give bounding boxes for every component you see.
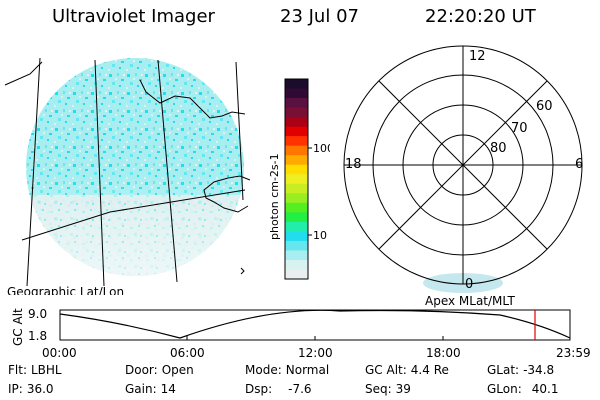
observation-date: 23 Jul 07: [280, 6, 359, 27]
colorbar-band: [285, 193, 308, 204]
colorbar-band: [285, 126, 308, 137]
time-tick-1800: 18:00: [426, 346, 461, 360]
door-status: Door: Open: [125, 363, 194, 377]
colorbar-unit-label: photon cm-2s-1: [268, 153, 281, 240]
mlt-12-label: 12: [469, 49, 486, 64]
mlt-6-label: 6: [575, 157, 583, 172]
colorbar-band: [285, 174, 308, 185]
time-tick-0000: 00:00: [42, 346, 77, 360]
time-tick-2359: 23:59: [556, 346, 591, 360]
mlat-80-label: 80: [490, 141, 507, 156]
colorbar-band: [285, 202, 308, 213]
colorbar-band: [285, 221, 308, 232]
mlat-60-label: 60: [536, 99, 553, 114]
geographic-label: Geographic Lat/Lon: [7, 285, 124, 295]
glat-status: GLat: -34.8: [487, 363, 555, 377]
colorbar-band: [285, 183, 308, 194]
time-tick-0600: 06:00: [170, 346, 205, 360]
time-tick-1200: 12:00: [298, 346, 333, 360]
seq-status: Seq: 39: [365, 382, 411, 396]
colorbar-tick-100: 100: [313, 142, 330, 155]
colorbar-band: [285, 88, 308, 99]
colorbar-band: [285, 117, 308, 128]
latitude-line: [21, 189, 246, 241]
colorbar-band: [285, 98, 308, 109]
coastline: [4, 61, 251, 275]
apex-label-text: Apex MLat/MLT: [425, 294, 515, 308]
instrument-title: Ultraviolet Imager: [52, 6, 215, 27]
ip-status: IP: 36.0: [8, 382, 54, 396]
altitude-plot: GC Alt 9.0 1.8: [11, 307, 571, 346]
mlt-0-label: 0: [465, 277, 473, 292]
flt-status: Flt: LBHL: [8, 363, 62, 377]
colorbar-band: [285, 259, 308, 271]
mlat-70-label: 70: [511, 121, 528, 136]
polar-plot: 12 18 6 0 60 70 80 Apex MLat/MLT: [343, 45, 583, 293]
colorbar-band: [285, 240, 308, 252]
observation-time: 22:20:20 UT: [425, 6, 536, 27]
geographic-image-panel: Geographic Lat/Lon: [4, 57, 251, 295]
colorbar: 100 10 photon cm-2s-1: [268, 78, 330, 280]
colorbar-band: [285, 212, 308, 223]
colorbar-band: [285, 145, 308, 156]
mode-status: Mode: Normal: [245, 363, 330, 377]
altitude-ytick-bottom: 1.8: [28, 329, 47, 343]
altitude-axis-label: GC Alt: [11, 308, 25, 346]
colorbar-band: [285, 269, 308, 280]
colorbar-band: [285, 231, 308, 242]
colorbar-band: [285, 250, 308, 261]
colorbar-band: [285, 136, 308, 147]
colorbar-band: [285, 164, 308, 175]
colorbar-band: [285, 155, 308, 166]
mlt-18-label: 18: [345, 157, 362, 172]
gc-alt-status: GC Alt: 4.4 Re: [365, 363, 449, 377]
glon-status: GLon: 40.1: [487, 382, 559, 396]
colorbar-band: [285, 107, 308, 118]
altitude-curve: [59, 309, 571, 339]
colorbar-band: [285, 79, 308, 90]
gain-status: Gain: 14: [125, 382, 176, 396]
altitude-ytick-top: 9.0: [28, 307, 47, 321]
colorbar-tick-10: 10: [313, 229, 327, 242]
dsp-status: Dsp: -7.6: [245, 382, 312, 396]
